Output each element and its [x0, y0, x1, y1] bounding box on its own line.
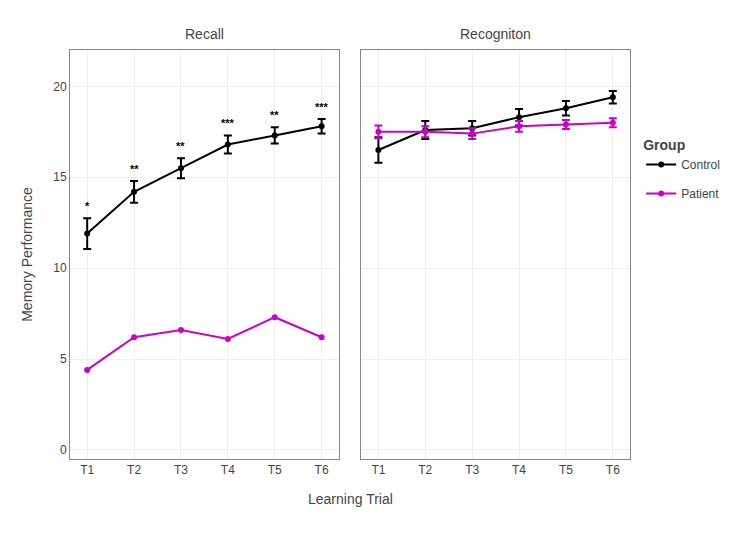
svg-text:T1: T1 [80, 463, 94, 477]
svg-text:*: * [85, 200, 90, 212]
svg-text:20: 20 [53, 80, 67, 94]
svg-text:T3: T3 [465, 463, 479, 477]
svg-text:Recogniton: Recogniton [460, 26, 531, 42]
svg-text:T3: T3 [174, 463, 188, 477]
svg-text:T1: T1 [371, 463, 385, 477]
svg-text:T6: T6 [606, 463, 620, 477]
svg-text:15: 15 [53, 170, 67, 184]
svg-text:**: ** [176, 140, 185, 152]
svg-text:T5: T5 [559, 463, 573, 477]
svg-text:**: ** [270, 109, 279, 121]
svg-text:Control: Control [681, 158, 720, 172]
svg-text:Group: Group [643, 137, 685, 153]
svg-text:5: 5 [60, 352, 67, 366]
svg-text:Learning Trial: Learning Trial [308, 491, 393, 507]
svg-text:T2: T2 [418, 463, 432, 477]
svg-text:***: *** [315, 101, 329, 113]
svg-text:10: 10 [53, 261, 67, 275]
svg-text:T6: T6 [315, 463, 329, 477]
svg-text:Patient: Patient [681, 187, 719, 201]
svg-text:T4: T4 [512, 463, 526, 477]
svg-text:0: 0 [60, 443, 67, 457]
svg-text:Recall: Recall [185, 26, 224, 42]
svg-text:**: ** [130, 163, 139, 175]
svg-text:T5: T5 [268, 463, 282, 477]
svg-text:Memory Performance: Memory Performance [19, 187, 35, 322]
svg-text:T2: T2 [127, 463, 141, 477]
svg-text:***: *** [221, 117, 235, 129]
svg-text:T4: T4 [221, 463, 235, 477]
